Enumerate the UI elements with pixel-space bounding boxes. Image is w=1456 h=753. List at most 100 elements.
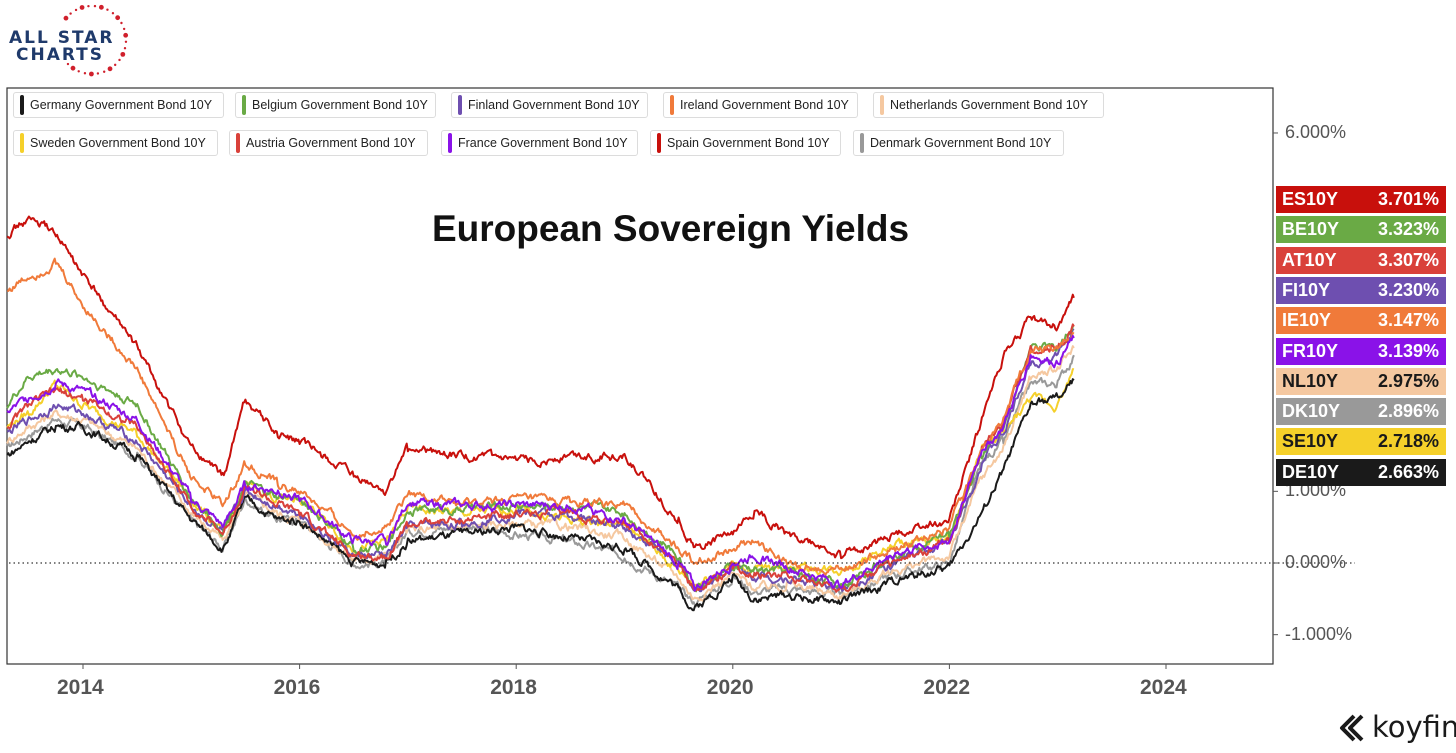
badge-nl10y: NL10Y 2.975% (1276, 367, 1446, 395)
badge-at10y: AT10Y 3.307% (1276, 246, 1446, 274)
y-tick-label: 0.000% (1285, 552, 1347, 572)
badge-de10y: DE10Y 2.663% (1276, 458, 1446, 486)
legend-item[interactable]: Finland Government Bond 10Y (451, 92, 648, 118)
koyfin-logo-icon (1340, 714, 1364, 742)
badge-ticker: DE10Y (1282, 461, 1340, 482)
star-dot (106, 8, 109, 11)
legend-swatch (458, 95, 462, 115)
plot-frame (6, 87, 1274, 665)
legend-item[interactable]: Ireland Government Bond 10Y (663, 92, 858, 118)
star-dot (115, 15, 121, 21)
badge-value: 2.896% (1377, 401, 1439, 422)
badge-value: 3.323% (1377, 219, 1439, 240)
star-dot (107, 66, 113, 72)
axis-layer (9, 132, 1355, 669)
x-tick-label: 2014 (57, 676, 104, 699)
badge-ticker: IE10Y (1282, 310, 1332, 331)
legend-swatch (448, 133, 452, 153)
legend-swatch (860, 133, 864, 153)
series-line-de10y (6, 378, 1075, 612)
koyfin-watermark: koyfin (1336, 708, 1456, 748)
x-tick-label: 2024 (1140, 676, 1187, 699)
badge-fi10y: FI10Y 3.230% (1276, 276, 1446, 304)
star-dot (123, 47, 127, 50)
star-dot (102, 70, 106, 73)
star-dot (69, 12, 72, 15)
y-tick-label: 6.000% (1285, 121, 1347, 142)
legend-item[interactable]: Austria Government Bond 10Y (229, 130, 428, 156)
all-star-charts-logo: ALL STAR CHARTS (0, 0, 140, 82)
legend-label: Finland Government Bond 10Y (468, 98, 640, 112)
star-dot (77, 70, 80, 73)
brand-line-2: CHARTS (16, 45, 105, 65)
badge-ticker: FR10Y (1282, 340, 1339, 361)
legend-item[interactable]: France Government Bond 10Y (441, 130, 638, 156)
series-line-es10y (6, 215, 1075, 560)
legend-swatch (670, 95, 674, 115)
star-dot (79, 5, 85, 10)
badge-ie10y: IE10Y 3.147% (1276, 307, 1446, 335)
legend-item[interactable]: Sweden Government Bond 10Y (13, 130, 218, 156)
badge-ticker: SE10Y (1282, 431, 1339, 452)
x-tick-label: 2020 (706, 676, 754, 699)
legend-label: Germany Government Bond 10Y (30, 98, 213, 112)
legend-item[interactable]: Denmark Government Bond 10Y (853, 130, 1064, 156)
legend-item[interactable]: Spain Government Bond 10Y (650, 130, 841, 156)
star-dot (89, 71, 94, 77)
badge-ticker: DK10Y (1282, 401, 1341, 422)
legend-label: Spain Government Bond 10Y (667, 136, 830, 150)
x-tick-label: 2016 (273, 676, 321, 699)
star-dot (120, 51, 126, 57)
star-dot (124, 40, 128, 43)
badge-ticker: FI10Y (1282, 279, 1331, 300)
badge-value: 3.230% (1377, 279, 1439, 300)
star-dot (122, 27, 126, 31)
legend-item[interactable]: Belgium Government Bond 10Y (235, 92, 436, 118)
series-line-at10y (6, 323, 1075, 593)
star-dot (111, 12, 115, 15)
legend-swatch (880, 95, 884, 115)
star-dot (93, 4, 97, 8)
badge-value: 2.975% (1377, 370, 1439, 391)
x-tick-label: 2018 (490, 676, 537, 699)
y-tick-label: -1.000% (1285, 623, 1353, 644)
legend-label: Ireland Government Bond 10Y (680, 98, 849, 112)
legend-label: Netherlands Government Bond 10Y (890, 98, 1089, 112)
badge-ticker: AT10Y (1282, 249, 1337, 270)
series-line-ie10y (6, 257, 1075, 576)
legend-item[interactable]: Germany Government Bond 10Y (13, 92, 224, 118)
legend-swatch (657, 133, 661, 153)
star-dot (87, 4, 90, 8)
badge-value: 2.718% (1377, 431, 1439, 452)
koyfin-wordmark: koyfin (1372, 710, 1456, 744)
chart-title: European Sovereign Yields (432, 208, 910, 249)
badge-value: 3.147% (1377, 310, 1439, 331)
badge-dk10y: DK10Y 2.896% (1276, 398, 1446, 426)
star-dot (113, 63, 117, 67)
badge-value: 2.663% (1377, 461, 1439, 482)
legend-label: France Government Bond 10Y (458, 136, 628, 150)
legend-item[interactable]: Netherlands Government Bond 10Y (873, 92, 1104, 118)
x-tick-label: 2022 (923, 676, 971, 699)
star-dot (63, 15, 69, 21)
star-dot (123, 32, 129, 38)
series-layer (6, 215, 1075, 612)
series-line-nl10y (6, 345, 1075, 602)
badge-value: 3.701% (1377, 189, 1439, 209)
legend-label: Belgium Government Bond 10Y (252, 98, 428, 112)
star-dot (96, 72, 100, 75)
legend-label: Austria Government Bond 10Y (246, 136, 416, 150)
star-dot (118, 58, 121, 62)
star-dot (120, 21, 123, 25)
legend-label: Denmark Government Bond 10Y (870, 136, 1052, 150)
badge-value: 3.139% (1377, 340, 1439, 361)
legend-swatch (20, 133, 24, 153)
legend-swatch (242, 95, 246, 115)
legend-label: Sweden Government Bond 10Y (30, 136, 206, 150)
legend-swatch (20, 95, 24, 115)
star-dot (70, 65, 76, 71)
badge-be10y: BE10Y 3.323% (1276, 216, 1446, 244)
star-ring-icon (63, 4, 129, 77)
star-dot (83, 72, 87, 75)
